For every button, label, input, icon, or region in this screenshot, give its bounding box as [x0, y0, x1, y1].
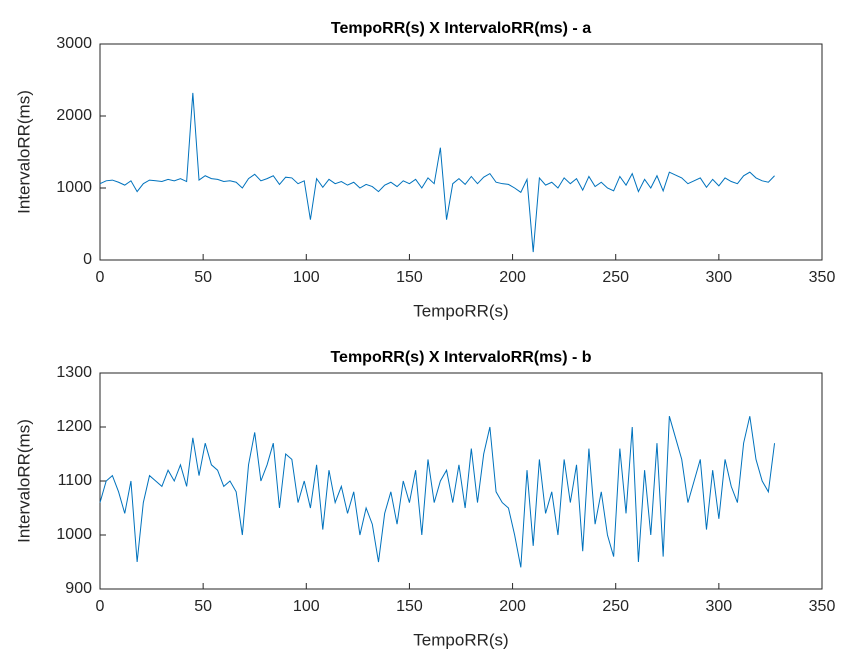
plot-area	[99, 43, 823, 261]
y-tick-label: 1200	[56, 418, 92, 435]
x-tick-label: 250	[602, 269, 629, 286]
data-line	[99, 92, 775, 253]
x-tick-label: 0	[96, 269, 105, 286]
x-tick-label: 50	[194, 598, 212, 615]
x-tick-label: 50	[194, 269, 212, 286]
y-axis-label: IntervaloRR(ms)	[14, 90, 33, 214]
y-tick-label: 1000	[56, 526, 92, 543]
x-tick-label: 0	[96, 598, 105, 615]
x-tick-label: 100	[293, 269, 320, 286]
data-line	[99, 416, 776, 568]
y-axis-label: IntervaloRR(ms)	[14, 419, 33, 543]
y-tick-label: 0	[83, 251, 92, 268]
x-tick-label: 300	[706, 598, 733, 615]
x-tick-label: 100	[293, 598, 320, 615]
chart-title: TempoRR(s) X IntervaloRR(ms) - b	[330, 349, 591, 366]
y-tick-label: 2000	[56, 107, 92, 124]
x-tick-label: 300	[706, 269, 733, 286]
y-tick-label: 3000	[56, 35, 92, 52]
x-tick-label: 200	[499, 269, 526, 286]
x-tick-label: 250	[602, 598, 629, 615]
x-tick-label: 350	[809, 598, 836, 615]
y-tick-label: 1100	[58, 472, 93, 489]
x-tick-label: 350	[809, 269, 836, 286]
y-tick-label: 1300	[56, 364, 92, 381]
y-tick-label: 1000	[56, 179, 92, 196]
y-tick-label: 900	[65, 580, 92, 597]
x-tick-label: 150	[396, 598, 423, 615]
x-tick-label: 150	[396, 269, 423, 286]
chart-title: TempoRR(s) X IntervaloRR(ms) - a	[331, 20, 591, 37]
x-axis-label: TempoRR(s)	[413, 301, 508, 320]
x-tick-label: 200	[499, 598, 526, 615]
x-axis-label: TempoRR(s)	[413, 630, 508, 649]
